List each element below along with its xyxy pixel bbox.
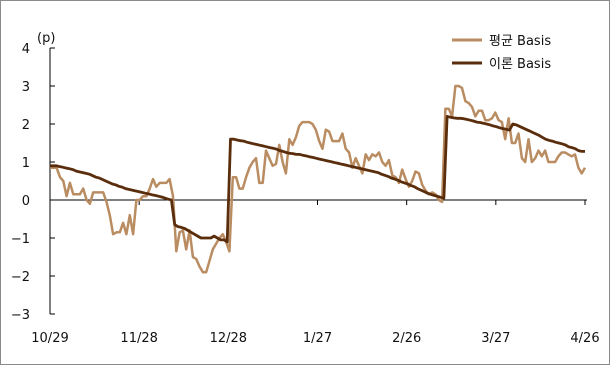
y-tick-label: 3 [22, 80, 30, 95]
x-tick-label: 2/26 [392, 331, 421, 346]
y-tick-label: 1 [22, 156, 30, 171]
x-tick-label: 10/29 [31, 331, 68, 346]
y-tick-label: −1 [11, 232, 30, 247]
y-tick-label: −3 [11, 308, 30, 323]
x-ticks: 10/29 11/28 12/28 1/27 2/26 3/27 4/26 [31, 200, 600, 346]
y-ticks: 4 3 2 1 0 −1 −2 −3 [11, 42, 55, 323]
series-lines [50, 84, 587, 274]
legend-label-avg: 평균 Basis [489, 34, 551, 49]
series-line-avg-basis [50, 84, 587, 274]
y-tick-label: 2 [22, 118, 30, 133]
y-tick-label: −2 [11, 270, 30, 285]
legend: 평균 Basis 이론 Basis [452, 34, 551, 72]
x-tick-label: 12/28 [210, 331, 247, 346]
y-tick-label: 0 [22, 194, 30, 209]
legend-label-theory: 이론 Basis [489, 57, 551, 72]
y-unit-label: (p) [37, 31, 55, 46]
series-line-theory-basis [50, 115, 585, 244]
x-tick-label: 11/28 [120, 331, 157, 346]
x-tick-label: 4/26 [570, 331, 599, 346]
y-tick-label: 4 [22, 42, 30, 57]
x-tick-label: 1/27 [303, 331, 332, 346]
x-tick-label: 3/27 [481, 331, 510, 346]
